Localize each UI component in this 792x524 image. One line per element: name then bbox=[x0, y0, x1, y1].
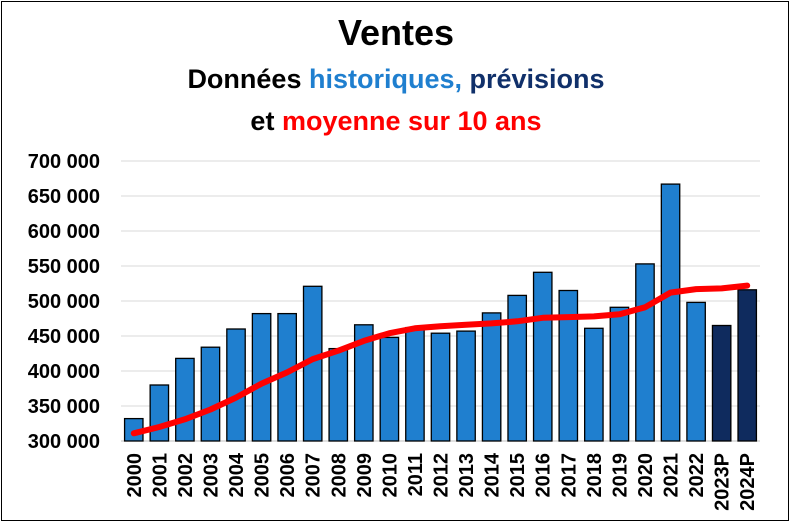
subtitle-part-historiques: historiques, bbox=[308, 64, 462, 94]
x-tick-label: 2010 bbox=[379, 453, 401, 498]
x-tick-label: 2019 bbox=[609, 453, 631, 498]
bar-historical bbox=[328, 347, 349, 442]
bar-historical bbox=[532, 271, 553, 442]
bar-historical bbox=[379, 336, 400, 442]
bar-historical bbox=[635, 263, 655, 442]
bar-forecast bbox=[711, 324, 732, 442]
bar-historical bbox=[175, 357, 195, 442]
bar-historical bbox=[200, 346, 221, 442]
x-tick-label: 2021 bbox=[661, 453, 683, 498]
y-tick-label: 500 000 bbox=[28, 291, 100, 313]
average-line-layer bbox=[130, 282, 751, 437]
x-tick-label: 2023P bbox=[712, 453, 734, 511]
subtitle-part-previsions: prévisions bbox=[462, 64, 605, 94]
bar-historical bbox=[584, 327, 604, 442]
subtitle-part-et: et bbox=[250, 106, 282, 136]
x-tick-label: 2016 bbox=[533, 453, 555, 498]
x-tick-label: 2005 bbox=[252, 453, 274, 498]
x-tick-label: 2022 bbox=[686, 453, 708, 498]
bar-historical bbox=[430, 332, 451, 442]
x-tick-label: 2024P bbox=[737, 453, 759, 511]
bar-historical bbox=[251, 312, 272, 442]
bar-historical bbox=[507, 294, 528, 442]
bar-historical bbox=[481, 312, 502, 442]
x-tick-label: 2009 bbox=[354, 453, 376, 498]
x-tick-label: 2002 bbox=[175, 453, 197, 498]
bar-historical bbox=[660, 183, 681, 442]
x-tick-label: 2014 bbox=[482, 452, 504, 497]
chart-subtitle-line2: et moyenne sur 10 ans bbox=[0, 106, 792, 137]
x-tick-label: 2011 bbox=[405, 453, 427, 496]
x-tick-label: 2015 bbox=[507, 453, 529, 498]
y-tick-label: 400 000 bbox=[28, 361, 100, 383]
subtitle-part-donnees: Données bbox=[187, 64, 309, 94]
bar-historical bbox=[609, 306, 630, 442]
y-tick-label: 600 000 bbox=[28, 221, 100, 243]
y-tick-label: 300 000 bbox=[28, 431, 100, 453]
x-tick-label: 2004 bbox=[226, 452, 248, 497]
y-axis-ticks: 300 000 350 000 400 000 450 000 500 000 550 0… bbox=[28, 151, 100, 453]
bar-historical bbox=[405, 326, 425, 442]
subtitle-part-moyenne: moyenne sur 10 ans bbox=[281, 106, 542, 136]
y-tick-label: 350 000 bbox=[28, 396, 100, 418]
x-tick-label: 2000 bbox=[124, 453, 146, 498]
bar-historical bbox=[226, 328, 246, 442]
x-tick-label: 2020 bbox=[635, 453, 657, 498]
x-axis-ticks: 2000 2001 2002 2003 2004 2005 2006 2007 2008 2009… bbox=[124, 452, 759, 511]
x-tick-label: 2017 bbox=[558, 453, 580, 498]
x-tick-label: 2007 bbox=[303, 453, 325, 498]
bar-historical bbox=[558, 289, 579, 442]
x-tick-label: 2003 bbox=[200, 453, 222, 498]
y-tick-label: 700 000 bbox=[28, 151, 100, 173]
x-tick-label: 2013 bbox=[456, 453, 478, 498]
bar-historical bbox=[149, 384, 170, 442]
x-tick-label: 2018 bbox=[584, 453, 606, 498]
x-tick-label: 2012 bbox=[431, 453, 453, 498]
x-tick-label: 2008 bbox=[328, 453, 350, 498]
bar-forecast bbox=[737, 289, 758, 442]
bar-historical bbox=[686, 301, 706, 442]
bar-historical bbox=[456, 330, 476, 442]
y-tick-label: 650 000 bbox=[28, 186, 100, 208]
average-line bbox=[130, 282, 751, 437]
x-tick-label: 2001 bbox=[149, 453, 171, 498]
chart-subtitle-line1: Données historiques, prévisions bbox=[0, 64, 792, 95]
bar-historical bbox=[353, 324, 374, 442]
y-tick-label: 450 000 bbox=[28, 326, 100, 348]
chart-title: Ventes bbox=[337, 12, 455, 53]
x-tick-label: 2006 bbox=[277, 453, 299, 498]
y-tick-label: 550 000 bbox=[28, 256, 100, 278]
